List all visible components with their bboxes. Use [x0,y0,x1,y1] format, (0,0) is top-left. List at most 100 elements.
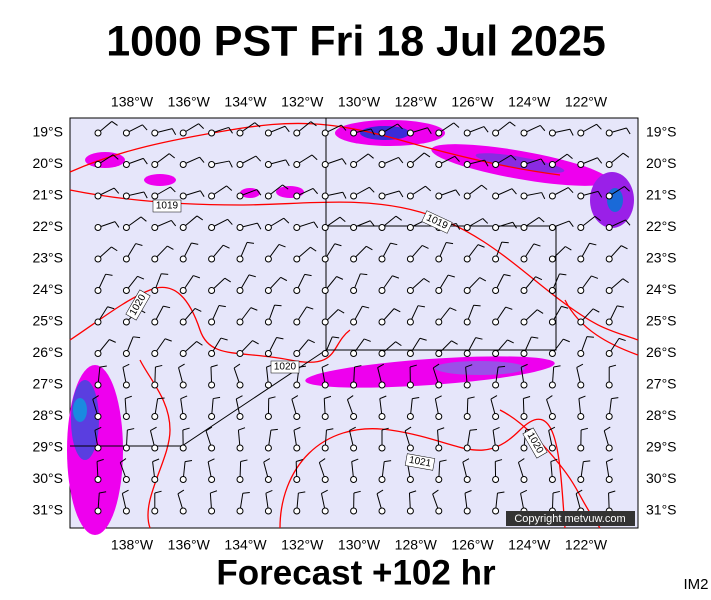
station [179,413,187,420]
station [264,192,272,200]
barb-feather [425,185,432,192]
station [208,381,216,389]
barb-feather [293,426,301,431]
station [94,350,102,357]
barb-feather [553,365,561,368]
barb-feather [492,426,500,431]
station [548,350,556,357]
barb-feather [137,275,145,280]
station [293,413,301,420]
station [293,129,301,137]
station [236,318,244,326]
station [435,507,443,515]
station [406,255,414,263]
barb-feather [282,184,289,190]
barb-feather [285,159,290,167]
barb-feather [395,341,402,347]
barb-feather [404,426,412,432]
station [94,192,102,200]
station [520,318,528,326]
lat-label: 20°S [32,155,63,171]
barb-feather [608,490,616,494]
barb-feather [321,489,328,494]
station [492,318,500,326]
barb-feather [368,186,375,193]
station [179,224,187,231]
station [151,350,159,357]
station [264,318,272,326]
station [321,350,329,357]
barb-feather [625,219,631,226]
barb-feather [205,426,213,432]
barb-feather [280,276,288,282]
barb-feather [284,125,290,133]
lat-label: 31°S [32,502,63,518]
lat-label: 26°S [32,344,63,360]
barb-feather [538,217,545,223]
station [520,381,528,389]
station [350,192,358,200]
barb-feather [539,125,546,132]
label-box [270,360,300,374]
isobar-value: 1021 [408,455,432,470]
lon-label: 130°W [338,94,381,110]
barb-feather [265,489,273,494]
station [435,192,443,200]
lon-label: 130°W [338,537,381,553]
lat-label: 29°S [646,439,677,455]
barb-feather [586,336,594,338]
barb-feather [451,340,458,345]
lat-label: 22°S [32,218,63,234]
barb-feather [227,218,233,225]
station [151,129,159,137]
station [236,161,244,168]
barb-feather [238,427,246,431]
barb-feather [170,186,176,193]
barb-feather [626,127,631,135]
isobar [139,359,171,529]
barb-feather [495,459,503,462]
barb-feather [575,489,583,495]
lat-label: 27°S [646,376,677,392]
barb-feather [127,428,135,431]
barb-feather [362,305,370,309]
barb-feather [379,395,387,400]
barb-feather [142,124,148,131]
barb-feather [152,458,160,463]
barb-feather [616,305,625,308]
station [406,318,414,326]
barb-feather [283,217,290,224]
barb-feather [482,218,489,224]
lon-label: 126°W [451,537,494,553]
station [321,129,329,137]
lat-label: 30°S [32,470,63,486]
station [605,318,613,326]
barb-feather [622,152,630,158]
station [605,255,613,263]
station [350,413,358,420]
barb-feather [548,426,556,431]
barb-feather [310,246,317,252]
barb-feather [409,490,417,494]
barb-feather [276,336,284,340]
station [520,192,528,200]
station [520,413,528,420]
station [151,224,159,231]
station [520,161,528,168]
barb-feather [150,426,157,431]
barb-feather [465,364,473,368]
barb-feather [561,305,569,309]
station [463,381,471,389]
barb-feather [291,395,299,400]
station [406,413,414,420]
barb-feather [270,428,278,431]
barb-feather [341,158,347,165]
lat-label: 27°S [32,376,63,392]
barb-feather [326,428,334,431]
label-box [522,427,548,459]
station [406,161,414,168]
station [350,161,358,168]
barb-feather [154,490,162,494]
station [577,129,585,137]
barb-feather [484,159,489,167]
